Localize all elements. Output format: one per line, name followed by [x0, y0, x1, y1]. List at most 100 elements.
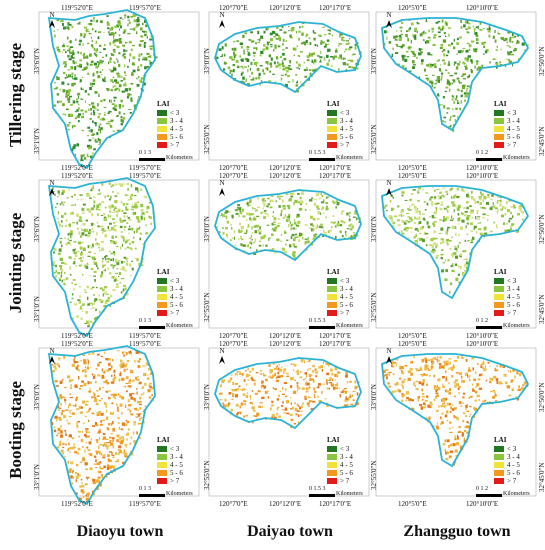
scale-unit: Kilometers: [503, 323, 530, 329]
legend-label: 5 - 6: [340, 469, 353, 477]
legend-item: 5 - 6: [327, 133, 353, 141]
town-boundary: [214, 357, 362, 430]
bottom-tick-label: 119°52'0"E: [61, 500, 93, 508]
bottom-tick-label: 120°12'0"E: [269, 332, 302, 340]
town-map: [375, 179, 537, 329]
scale-unit: Kilometers: [336, 491, 363, 497]
legend-label: 4 - 5: [340, 125, 353, 133]
town-boundary: [381, 185, 530, 300]
lai-field-patches: [219, 359, 360, 428]
legend-swatch: [494, 470, 504, 476]
bottom-tick-label: 120°10'0"E: [466, 164, 499, 172]
legend-swatch: [327, 278, 337, 284]
town-boundary: [214, 21, 362, 94]
legend-swatch: [327, 294, 337, 300]
scale-unit: Kilometers: [336, 155, 363, 161]
right-tick-label: 32°45'0"N: [538, 462, 545, 492]
right-tick-label: 32°45'0"N: [538, 294, 545, 324]
legend-swatch: [157, 302, 167, 308]
top-tick-label: 120°17'0"E: [319, 172, 352, 180]
legend-label: 5 - 6: [340, 301, 353, 309]
scale-bar: [139, 326, 165, 329]
legend-title: LAI: [157, 100, 170, 108]
legend-label: 5 - 6: [507, 469, 520, 477]
scale-numbers: 0 1.5 3: [309, 150, 326, 156]
legend-label: < 3: [507, 277, 517, 285]
bottom-tick-label: 119°57'0"E: [129, 164, 161, 172]
top-tick-label: 120°12'0"E: [269, 340, 302, 348]
legend-swatch: [157, 142, 167, 148]
legend-label: < 3: [507, 445, 517, 453]
top-tick-label: 119°57'0"E: [129, 172, 161, 180]
legend-title: LAI: [327, 100, 340, 108]
bottom-tick-label: 120°17'0"E: [319, 332, 352, 340]
legend-item: 4 - 5: [157, 125, 183, 133]
map-frame: [38, 347, 200, 497]
legend-swatch: [157, 310, 167, 316]
legend-item: < 3: [494, 109, 520, 117]
left-tick-label: 32°55'0"N: [370, 292, 378, 322]
top-tick-label: 120°17'0"E: [319, 4, 352, 12]
bottom-tick-label: 119°52'0"E: [61, 164, 93, 172]
legend-item: 4 - 5: [327, 461, 353, 469]
bottom-tick-label: 120°10'0"E: [466, 332, 499, 340]
town-map: [38, 177, 200, 338]
town-map: [208, 347, 370, 497]
legend-label: < 3: [170, 277, 180, 285]
legend-swatch: [494, 118, 504, 124]
legend-swatch: [494, 462, 504, 468]
north-label: N: [219, 179, 225, 187]
legend-title: LAI: [494, 100, 507, 108]
scale-bar: [476, 494, 502, 497]
top-tick-label: 119°52'0"E: [61, 340, 93, 348]
scale-unit: Kilometers: [503, 491, 530, 497]
scale-numbers: 0 1 3: [139, 150, 151, 156]
col-label-diaoyu: Diaoyu town: [76, 523, 164, 540]
legend-item: > 7: [494, 477, 520, 485]
north-label: N: [219, 347, 225, 355]
legend-label: < 3: [340, 445, 350, 453]
bottom-tick-label: 119°52'0"E: [61, 332, 93, 340]
north-arrow-icon: [219, 20, 225, 28]
lai-field-patches: [216, 190, 361, 259]
legend-swatch: [494, 446, 504, 452]
lai-field-patches: [384, 18, 529, 133]
legend-swatch: [327, 310, 337, 316]
right-tick-label: 32°50'0"N: [538, 214, 545, 244]
scale-bar: [309, 326, 335, 329]
legend-item: 4 - 5: [157, 461, 183, 469]
legend-item: < 3: [327, 109, 353, 117]
scale-unit: Kilometers: [166, 155, 193, 161]
legend-swatch: [327, 302, 337, 308]
legend-item: < 3: [327, 445, 353, 453]
town-map: [208, 11, 370, 161]
legend-title: LAI: [157, 268, 170, 276]
scale-unit: Kilometers: [336, 323, 363, 329]
legend-label: > 7: [170, 141, 180, 149]
top-tick-label: 120°10'0"E: [466, 172, 499, 180]
legend-swatch: [494, 478, 504, 484]
scale-unit: Kilometers: [503, 155, 530, 161]
legend-item: 3 - 4: [327, 285, 353, 293]
legend-item: 5 - 6: [157, 133, 183, 141]
legend-item: 5 - 6: [494, 469, 520, 477]
top-tick-label: 120°7'0"E: [219, 172, 248, 180]
bottom-tick-label: 120°5'0"E: [398, 164, 427, 172]
legend-swatch: [494, 278, 504, 284]
map-panel-r1-c0: N 119°52'0"E 119°57'0"E 119°52'0"E 119°57'0"…: [33, 172, 205, 344]
top-tick-label: 120°7'0"E: [219, 4, 248, 12]
north-label: N: [386, 347, 392, 355]
legend-label: 5 - 6: [170, 469, 183, 477]
town-map: [38, 345, 200, 506]
legend-label: 5 - 6: [507, 301, 520, 309]
legend-swatch: [157, 446, 167, 452]
legend-swatch: [157, 462, 167, 468]
legend-label: 5 - 6: [170, 133, 183, 141]
town-boundary: [47, 177, 156, 338]
legend-swatch: [494, 294, 504, 300]
left-tick-label: 32°55'0"N: [203, 292, 211, 322]
legend-item: > 7: [157, 141, 183, 149]
legend-swatch: [157, 278, 167, 284]
